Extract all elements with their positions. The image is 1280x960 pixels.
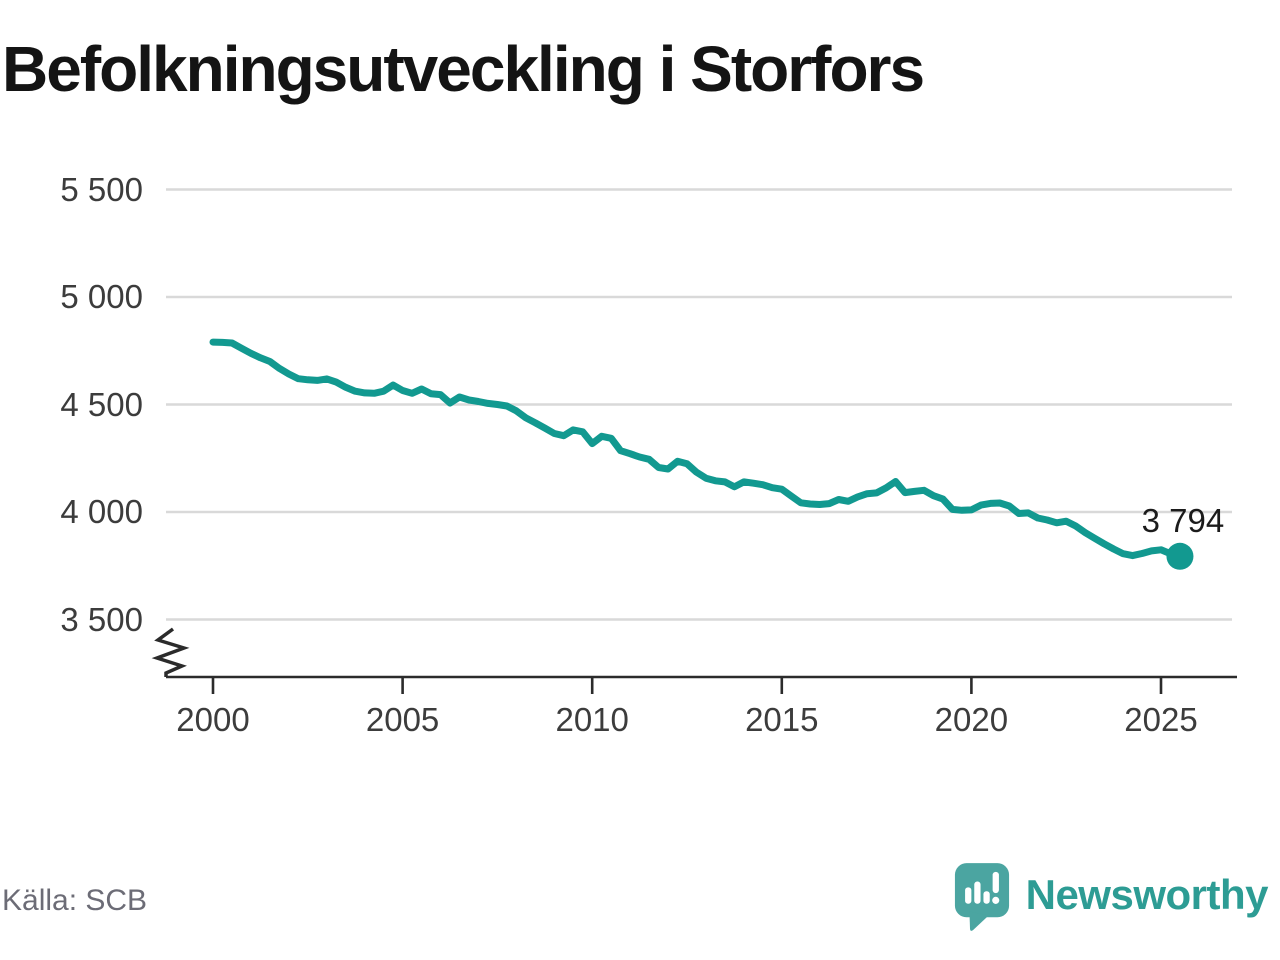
y-tick-label: 3 500 <box>60 600 143 638</box>
x-tick-label: 2015 <box>745 701 819 738</box>
chart-title: Befolkningsutveckling i Storfors <box>2 33 925 105</box>
population-series-line <box>209 338 1184 560</box>
data-point-label: 3 794 <box>1141 502 1225 540</box>
brand-wordmark: Newsworthy <box>1025 871 1269 918</box>
x-tick-label: 2025 <box>1124 701 1198 738</box>
speech-bubble-bar-chart-icon <box>954 863 1009 931</box>
y-tick-label: 4 000 <box>60 493 143 530</box>
y-tick-label: 5 000 <box>60 278 143 315</box>
x-tick-label: 2000 <box>176 701 250 738</box>
source-note: Källa: SCB <box>2 884 148 917</box>
x-tick-label: 2005 <box>365 701 440 738</box>
last-value-dot <box>1166 542 1194 570</box>
y-tick-label: 5 500 <box>60 170 143 208</box>
y-tick-label: 4 500 <box>60 385 143 423</box>
x-tick-label: 2010 <box>555 701 629 738</box>
brand-logo: Newsworthy <box>953 861 1269 933</box>
x-tick-label: 2020 <box>934 701 1009 738</box>
